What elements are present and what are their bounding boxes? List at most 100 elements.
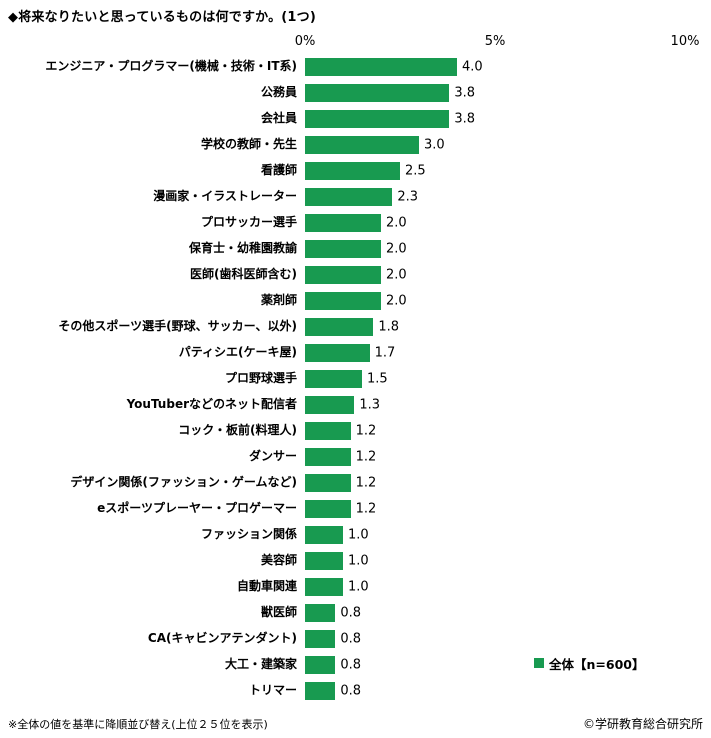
bar — [305, 344, 370, 362]
plot-area: 1.2 — [305, 418, 685, 444]
legend-label: 全体【n=600】 — [549, 656, 645, 672]
category-label: コック・板前(料理人) — [178, 423, 297, 438]
category-label: 薬剤師 — [260, 293, 297, 308]
plot-area: 2.0 — [305, 288, 685, 314]
plot-area: 1.0 — [305, 522, 685, 548]
bar — [305, 266, 381, 284]
chart-row: 美容師 1.0 — [5, 548, 695, 574]
category-label: ファッション関係 — [200, 527, 297, 542]
bar — [305, 188, 393, 206]
plot-area: 2.0 — [305, 210, 685, 236]
chart-row: ダンサー 1.2 — [5, 444, 695, 470]
chart-row: 大工・建築家 0.8 — [5, 652, 695, 678]
category-label: 医師(歯科医師含む) — [190, 267, 297, 282]
value-label: 0.8 — [340, 605, 362, 621]
bar-chart: 0% 5% 10% エンジニア・プログラマー(機械・技術・IT系) 4.0 公務員 3.8… — [5, 28, 700, 704]
bar — [305, 422, 351, 440]
copyright: ©学研教育総合研究所 — [582, 717, 703, 731]
chart-row: 学校の教師・先生 3.0 — [5, 132, 695, 158]
value-label: 1.5 — [367, 371, 388, 387]
plot-area: 0.8 — [305, 600, 685, 626]
category-label: 学校の教師・先生 — [200, 137, 297, 152]
plot-area: 2.0 — [305, 236, 685, 262]
footnote: ※全体の値を基準に降順並び替え(上位２５位を表示) — [8, 718, 268, 731]
chart-row: 薬剤師 2.0 — [5, 288, 695, 314]
chart-row: 看護師 2.5 — [5, 158, 695, 184]
category-label: デザイン関係(ファッション・ゲームなど) — [70, 475, 297, 490]
value-label: 0.8 — [340, 683, 362, 699]
value-label: 1.3 — [359, 397, 381, 413]
bar — [305, 58, 457, 76]
x-axis: 0% 5% 10% — [5, 28, 700, 54]
plot-area: 1.2 — [305, 444, 685, 470]
legend: 全体【n=600】 — [534, 650, 644, 676]
bar — [305, 474, 351, 492]
category-label: 看護師 — [260, 163, 297, 178]
chart-row: 自動車関連 1.0 — [5, 574, 695, 600]
chart-row: 医師(歯科医師含む) 2.0 — [5, 262, 695, 288]
category-label: ダンサー — [248, 449, 297, 464]
value-label: 3.8 — [454, 85, 476, 101]
category-label: CA(キャビンアテンダント) — [147, 631, 297, 646]
category-label: 公務員 — [260, 85, 297, 100]
bar — [305, 136, 419, 154]
value-label: 2.0 — [386, 215, 407, 231]
chart-row: 会社員 3.8 — [5, 106, 695, 132]
category-label: YouTuberなどのネット配信者 — [126, 397, 297, 412]
category-label: 大工・建築家 — [224, 657, 297, 672]
chart-title: ◆将来なりたいと思っているものは何ですか。(1つ) — [8, 10, 317, 25]
chart-row: トリマー 0.8 — [5, 678, 695, 704]
value-label: 1.2 — [355, 449, 377, 465]
bar — [305, 370, 362, 388]
value-label: 2.3 — [397, 189, 419, 205]
plot-area: 2.3 — [305, 184, 685, 210]
value-label: 2.0 — [386, 241, 407, 257]
bar — [305, 630, 336, 648]
plot-area: 2.0 — [305, 262, 685, 288]
category-label: プロサッカー選手 — [200, 215, 297, 230]
category-label: 美容師 — [260, 553, 297, 568]
value-label: 3.0 — [424, 137, 445, 153]
value-label: 2.5 — [405, 163, 426, 179]
bar — [305, 656, 336, 674]
bar — [305, 396, 355, 414]
bar — [305, 448, 351, 466]
chart-row: プロ野球選手 1.5 — [5, 366, 695, 392]
plot-area: 1.5 — [305, 366, 685, 392]
chart-row: デザイン関係(ファッション・ゲームなど) 1.2 — [5, 470, 695, 496]
footer: ※全体の値を基準に降順並び替え(上位２５位を表示) ©学研教育総合研究所 — [8, 715, 703, 732]
bar — [305, 292, 381, 310]
value-label: 1.0 — [348, 527, 369, 543]
chart-row: eスポーツプレーヤー・プロゲーマー 1.2 — [5, 496, 695, 522]
value-label: 0.8 — [340, 657, 362, 673]
legend-square-icon — [534, 658, 544, 668]
plot-area: 3.8 — [305, 106, 685, 132]
category-label: トリマー — [248, 683, 297, 698]
plot-area: 0.8 — [305, 652, 685, 678]
chart-rows: エンジニア・プログラマー(機械・技術・IT系) 4.0 公務員 3.8 会社員 3.8 学校… — [5, 54, 695, 704]
chart-row: 公務員 3.8 — [5, 80, 695, 106]
value-label: 1.2 — [355, 423, 377, 439]
bar — [305, 682, 336, 700]
category-label: その他スポーツ選手(野球、サッカー、以外) — [58, 319, 297, 334]
chart-row: 保育士・幼稚園教諭 2.0 — [5, 236, 695, 262]
bar — [305, 318, 374, 336]
plot-area: 1.3 — [305, 392, 685, 418]
plot-area: 1.7 — [305, 340, 685, 366]
chart-row: エンジニア・プログラマー(機械・技術・IT系) 4.0 — [5, 54, 695, 80]
chart-row: YouTuberなどのネット配信者 1.3 — [5, 392, 695, 418]
value-label: 0.8 — [340, 631, 362, 647]
bar — [305, 110, 450, 128]
chart-row: 獣医師 0.8 — [5, 600, 695, 626]
x-tick-label: 10% — [670, 34, 700, 49]
plot-area: 0.8 — [305, 678, 685, 704]
value-label: 1.2 — [355, 475, 377, 491]
bar — [305, 526, 343, 544]
category-label: 会社員 — [260, 111, 297, 126]
value-label: 1.2 — [355, 501, 377, 517]
category-label: 自動車関連 — [236, 579, 297, 594]
bar — [305, 84, 450, 102]
value-label: 3.8 — [454, 111, 476, 127]
chart-row: プロサッカー選手 2.0 — [5, 210, 695, 236]
